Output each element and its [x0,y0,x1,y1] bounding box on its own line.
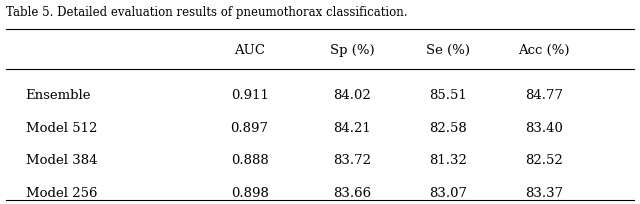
Text: 83.40: 83.40 [525,121,563,134]
Text: 0.911: 0.911 [230,88,269,101]
Text: 0.897: 0.897 [230,121,269,134]
Text: 84.21: 84.21 [333,121,371,134]
Text: 0.898: 0.898 [230,186,269,199]
Text: Se (%): Se (%) [426,43,470,57]
Text: 82.52: 82.52 [525,154,563,167]
Text: Ensemble: Ensemble [26,88,91,101]
Text: 82.58: 82.58 [429,121,467,134]
Text: 83.37: 83.37 [525,186,563,199]
Text: 84.02: 84.02 [333,88,371,101]
Text: 84.77: 84.77 [525,88,563,101]
Text: 81.32: 81.32 [429,154,467,167]
Text: 0.888: 0.888 [231,154,268,167]
Text: 83.72: 83.72 [333,154,371,167]
Text: Model 384: Model 384 [26,154,97,167]
Text: Acc (%): Acc (%) [518,43,570,57]
Text: 85.51: 85.51 [429,88,467,101]
Text: Table 5. Detailed evaluation results of pneumothorax classification.: Table 5. Detailed evaluation results of … [6,6,408,19]
Text: AUC: AUC [234,43,265,57]
Text: 83.66: 83.66 [333,186,371,199]
Text: Model 512: Model 512 [26,121,97,134]
Text: 83.07: 83.07 [429,186,467,199]
Text: Model 256: Model 256 [26,186,97,199]
Text: Sp (%): Sp (%) [330,43,374,57]
